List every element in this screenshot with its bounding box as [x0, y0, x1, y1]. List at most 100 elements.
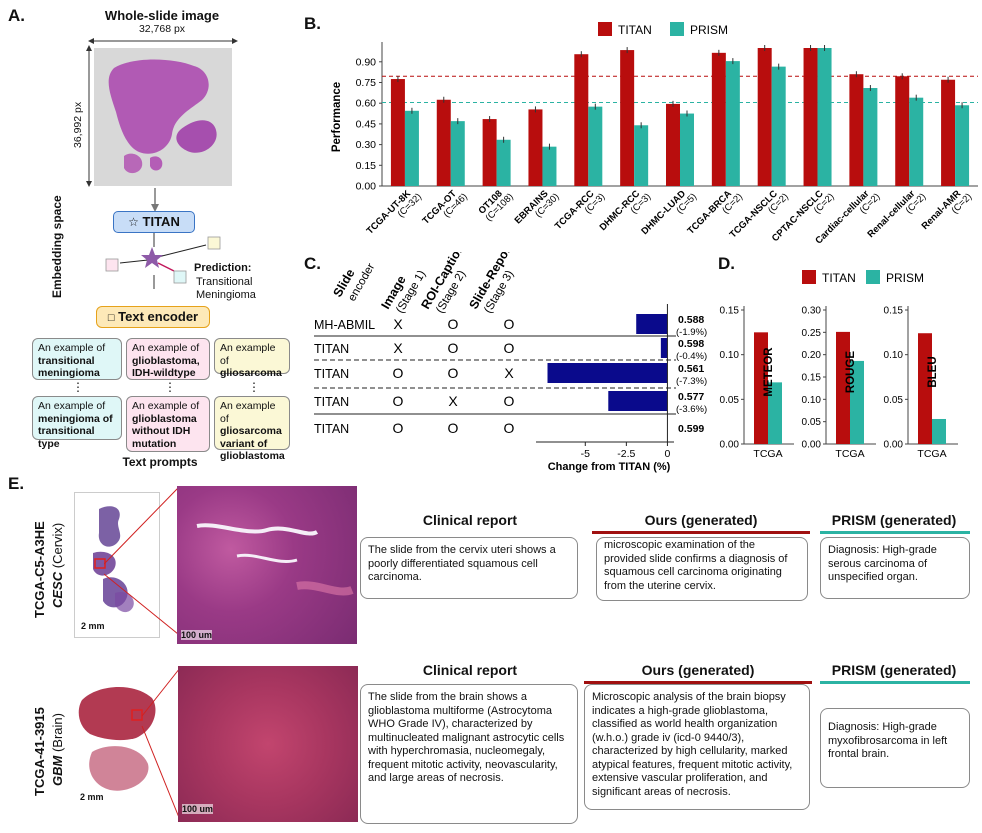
legend-titan-swatch [802, 270, 816, 284]
case-1-clinical-header: Clinical report [422, 512, 518, 528]
row-mark: O [504, 420, 515, 436]
legend-prism-swatch [670, 22, 684, 36]
case-2-scale-2mm: 2 mm [80, 792, 104, 802]
bar-titan [711, 52, 726, 186]
y-tick-label: 0.05 [802, 417, 822, 428]
row-encoder: TITAN [314, 367, 349, 381]
legend-prism-label: PRISM [886, 271, 924, 285]
prompt-bottom-1: An example of meningioma of transitional… [32, 396, 122, 450]
row-mark: X [448, 393, 458, 409]
y-tick-label: 0.90 [356, 56, 377, 68]
case-2-zoom-image: 100 um [178, 666, 358, 822]
y-tick-label: 0.15 [356, 160, 377, 172]
case-1-ours-report: microscopic examination of the provided … [596, 537, 808, 601]
row-encoder: TITAN [314, 342, 349, 356]
row-change: (-1.9%) [676, 327, 707, 338]
case-2-scale-100um: 100 um [182, 804, 214, 814]
prompt-text: glioblastoma without IDH mutation [132, 412, 197, 450]
prompt-prefix: An example of [38, 342, 106, 354]
y-tick-label: 0.10 [720, 350, 740, 361]
bar-titan [757, 48, 772, 186]
row-mark: O [393, 420, 404, 436]
bar-prism [771, 66, 786, 186]
legend-titan-label: TITAN [618, 23, 652, 37]
dots-1: ⋮ [72, 380, 84, 394]
star-icon: ☆ [128, 215, 139, 229]
bar-titan [390, 79, 405, 186]
bar-titan [528, 109, 543, 186]
case-2-ours-report: Microscopic analysis of the brain biopsy… [584, 684, 810, 810]
bar-prism [817, 48, 832, 186]
y-tick-label: 0.60 [356, 98, 377, 110]
bar-prism [955, 105, 970, 186]
bar-prism [725, 61, 740, 186]
bar-titan [836, 331, 850, 444]
bar-prism [450, 121, 465, 186]
dots-3: ⋮ [248, 380, 260, 394]
panel-b-label: B. [304, 14, 321, 33]
x-tick-label: -2.5 [617, 448, 635, 460]
case-2-tissue [78, 686, 156, 791]
case-2-prism-rule [820, 681, 970, 684]
row-change: (-7.3%) [676, 376, 707, 387]
wsi-height-arrow [86, 45, 92, 187]
prompt-text: gliosarcoma [220, 367, 282, 379]
text-encoder-label: Text encoder [118, 309, 199, 324]
legend-titan-swatch [598, 22, 612, 36]
prompt-prefix: An example of [38, 400, 106, 412]
case-2-type-text: GBM [50, 755, 65, 786]
bar-titan [849, 74, 864, 186]
row-mark: O [448, 316, 459, 332]
row-mark: O [393, 393, 404, 409]
embedding-diagram [105, 233, 221, 289]
prompt-text: transitional meningioma [38, 354, 100, 380]
prompt-bottom-3: An example of gliosarcoma variant of gli… [214, 396, 290, 462]
prompt-prefix: An example of [220, 400, 276, 425]
prompt-text: glioblastoma, IDH-wildtype [132, 354, 200, 380]
bar-prism [496, 139, 511, 186]
row-mark: O [504, 340, 515, 356]
case-2-zoom-lines [141, 667, 181, 821]
row-encoder: TITAN [314, 422, 349, 436]
case-1-zoom-image: 100 um [177, 486, 357, 644]
y-tick-label: 0.05 [884, 395, 904, 406]
y-tick-label: 0.15 [802, 373, 822, 384]
row-value: 0.561 [678, 363, 704, 375]
bar-prism [404, 110, 419, 186]
y-tick-label: 0.45 [356, 118, 377, 130]
case-1-clinical-report: The slide from the cervix uteri shows a … [360, 537, 578, 599]
case-1-zoom-lines [104, 487, 179, 635]
bar-titan [574, 54, 589, 187]
y-tick-label: 0.00 [356, 181, 377, 193]
panel-c-label: C. [304, 254, 321, 273]
legend-prism-label: PRISM [690, 23, 728, 37]
row-mark: X [393, 340, 403, 356]
bar-prism [634, 125, 649, 186]
y-tick-label: 0.00 [802, 440, 822, 451]
panel-e-label: E. [8, 474, 25, 493]
chart-b: TITAN PRISM 0.00 0.15 0.30 0.45 0.60 0.75 0.90 Pe… [331, 22, 978, 247]
square-icon: □ [107, 312, 115, 324]
change-bar [547, 363, 668, 383]
y-tick-label: 0.00 [720, 440, 740, 451]
prompt-text: meningioma of transitional type [38, 412, 113, 450]
wsi-tissue [108, 59, 217, 174]
prompt-top-3: An example of gliosarcoma [214, 338, 290, 379]
row-mark: O [448, 420, 459, 436]
y-tick-label: 0.15 [720, 306, 740, 317]
bar-titan [803, 48, 818, 186]
case-1-ours-header: Ours (generated) [644, 512, 758, 528]
wsi-width-arrow [88, 38, 238, 44]
case-2-id: TCGA-41-3915 [32, 707, 47, 796]
row-mark: X [393, 316, 403, 332]
change-bar [636, 314, 668, 334]
case-2-ours-header: Ours (generated) [641, 662, 755, 678]
case-2-clinical-header: Clinical report [422, 662, 518, 678]
bar-prism [768, 382, 782, 444]
y-tick-label: 0.25 [802, 328, 822, 339]
row-encoder: TITAN [314, 395, 349, 409]
legend-titan-label: TITAN [822, 271, 856, 285]
y-tick-label: 0.10 [884, 350, 904, 361]
case-1-zoom-texture [196, 523, 354, 596]
case-2-prism-header: PRISM (generated) [831, 662, 957, 678]
